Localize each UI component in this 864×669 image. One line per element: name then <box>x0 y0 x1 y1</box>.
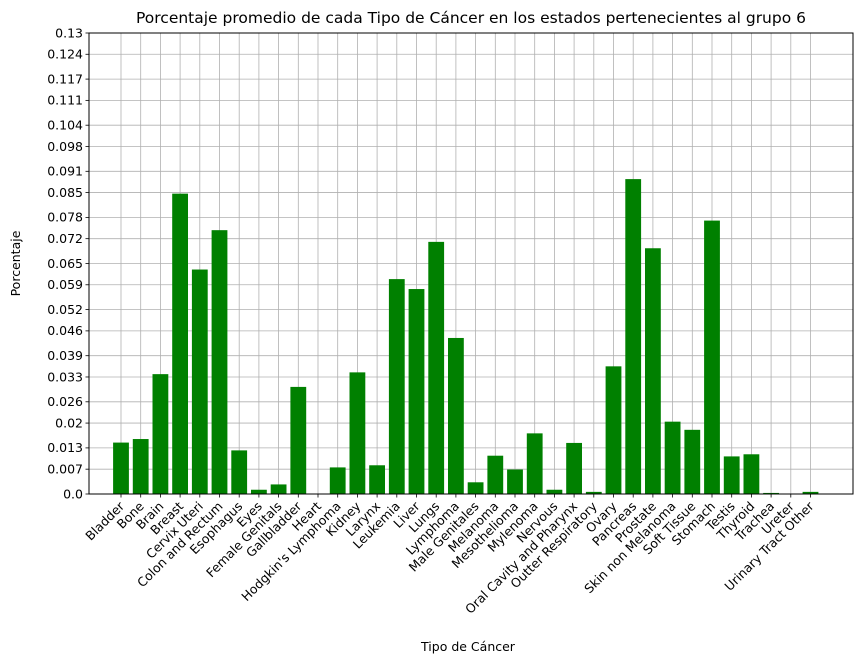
chart-title: Porcentaje promedio de cada Tipo de Cánc… <box>136 9 806 27</box>
bar <box>408 289 425 494</box>
bar <box>645 248 661 494</box>
bar <box>487 455 504 494</box>
bar <box>566 442 582 494</box>
y-tick-label: 0.007 <box>47 461 83 476</box>
bar <box>802 491 819 494</box>
bar <box>625 179 642 494</box>
y-tick-label: 0.111 <box>47 93 83 108</box>
bar <box>467 482 484 494</box>
bar <box>507 469 523 494</box>
bar <box>132 439 149 494</box>
y-tick-label: 0.02 <box>55 415 83 430</box>
y-tick-label: 0.039 <box>47 348 83 363</box>
bar <box>388 279 405 494</box>
y-tick-label: 0.059 <box>47 277 83 292</box>
y-tick-label: 0.065 <box>47 256 83 271</box>
y-tick-label: 0.013 <box>47 440 83 455</box>
y-axis-ticks: 0.0 0.007 0.013 0.02 0.026 0.033 0.039 0.046 0.0… <box>47 25 89 501</box>
y-tick-label: 0.117 <box>47 71 83 86</box>
bar <box>191 269 208 494</box>
bar <box>428 241 445 494</box>
y-tick-label: 0.078 <box>47 210 83 225</box>
bar <box>270 484 287 494</box>
y-tick-label: 0.026 <box>47 394 83 409</box>
y-tick-label: 0.13 <box>55 25 83 40</box>
bars <box>113 179 819 495</box>
y-tick-label: 0.085 <box>47 185 83 200</box>
y-tick-label: 0.091 <box>47 164 83 179</box>
y-tick-label: 0.072 <box>47 231 83 246</box>
bar <box>152 374 169 494</box>
bar <box>763 492 779 494</box>
bar <box>743 454 760 494</box>
y-axis-label: Porcentaje <box>8 230 23 296</box>
bar <box>723 456 740 494</box>
bar <box>684 429 701 494</box>
y-tick-label: 0.124 <box>47 47 83 62</box>
bar <box>585 491 602 494</box>
bar <box>664 421 681 494</box>
y-tick-label: 0.098 <box>47 139 83 154</box>
x-axis-label: Tipo de Cáncer <box>420 639 516 654</box>
bar <box>526 433 543 494</box>
y-tick-label: 0.033 <box>47 369 83 384</box>
bar <box>251 489 267 494</box>
y-tick-label: 0.104 <box>47 118 83 133</box>
y-tick-label: 0.052 <box>47 302 83 317</box>
bar <box>113 442 129 494</box>
bar <box>605 366 622 494</box>
bar <box>231 450 248 494</box>
bar <box>349 372 366 494</box>
bar <box>448 337 464 494</box>
y-tick-label: 0.0 <box>63 486 83 501</box>
bar <box>369 465 385 494</box>
bar <box>329 467 346 494</box>
y-tick-label: 0.046 <box>47 323 83 338</box>
bar <box>290 386 307 494</box>
bar <box>211 230 228 495</box>
bar <box>172 193 188 495</box>
bar <box>546 489 563 494</box>
bar <box>704 220 720 494</box>
